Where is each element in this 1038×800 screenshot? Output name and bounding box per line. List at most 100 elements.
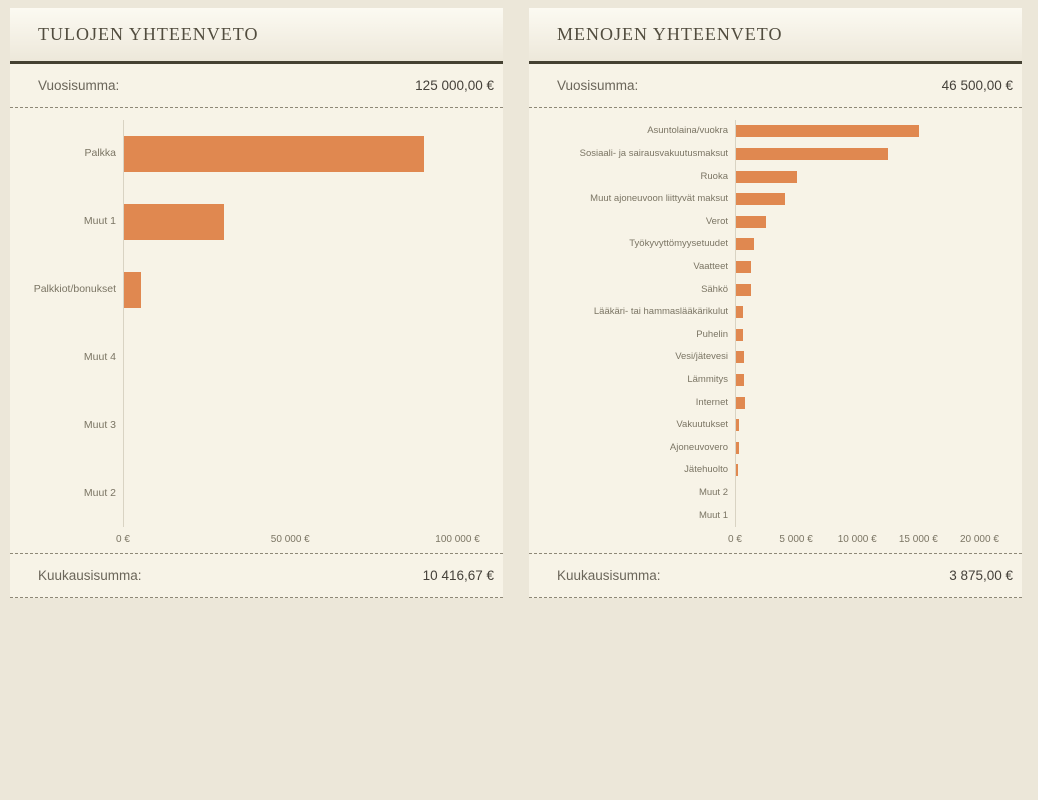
chart-row: Jätehuolto	[529, 459, 1022, 482]
bar-track	[735, 368, 1010, 392]
chart-row: Lämmitys	[529, 368, 1022, 392]
chart-row: Muut 4	[10, 323, 503, 392]
bar-track	[735, 165, 1010, 188]
chart-category-rows: Asuntolaina/vuokra Sosiaali- ja sairausva…	[529, 120, 1022, 527]
chart-row: Muut 1	[10, 187, 503, 256]
x-axis-tick-row: 0 € 50 000 € 100 000 €	[116, 527, 491, 553]
x-axis-tick-label: 15 000 €	[898, 534, 938, 545]
category-label: Lämmitys	[687, 374, 728, 386]
bar	[736, 283, 752, 296]
x-axis-tick-label: 50 000 €	[270, 534, 310, 545]
x-axis-tick-label: 0 €	[116, 534, 130, 545]
bar-track	[735, 255, 1010, 279]
bar-track	[123, 459, 491, 527]
chart-row: Työkyvyttömyysetuudet	[529, 233, 1022, 256]
chart-category-rows: Palkka Muut 1 Palkkiot/bonukset Muut 4 Muut …	[10, 120, 503, 527]
category-label: Sähkö	[701, 283, 728, 295]
income-monthly-value: 10 416,67 €	[422, 568, 494, 583]
expenses-panel-header: MENOJEN YHTEENVETO	[529, 8, 1022, 64]
expenses-panel-title: MENOJEN YHTEENVETO	[557, 24, 783, 44]
bar-track	[735, 436, 1010, 460]
bar-track	[735, 278, 1010, 301]
category-label: Muut 2	[83, 486, 116, 499]
x-axis-tick-label: 0 €	[728, 534, 742, 545]
category-label: Asuntolaina/vuokra	[647, 125, 728, 137]
bar	[736, 125, 919, 138]
chart-row: Muut 1	[529, 504, 1022, 527]
bar	[736, 328, 744, 341]
bar-track	[123, 323, 491, 392]
chart-row: Lääkäri- tai hammaslääkärikulut	[529, 300, 1022, 324]
bar	[124, 203, 225, 240]
bar	[736, 396, 746, 409]
category-label: Vesi/jätevesi	[675, 351, 728, 363]
chart-row: Vaatteet	[529, 255, 1022, 279]
category-label: Puhelin	[696, 328, 728, 340]
bar-track	[735, 142, 1010, 166]
category-label: Verot	[705, 215, 728, 227]
income-annual-row: Vuosisumma: 125 000,00 €	[10, 64, 503, 108]
chart-row: Palkka	[10, 120, 503, 188]
category-label: Internet	[695, 396, 728, 408]
category-label: Palkkiot/bonukset	[33, 283, 116, 296]
chart-row: Muut 3	[10, 391, 503, 460]
income-monthly-label: Kuukausisumma:	[38, 568, 142, 583]
bar-track	[123, 255, 491, 324]
bar	[736, 464, 738, 477]
expenses-bar-chart: Asuntolaina/vuokra Sosiaali- ja sairausva…	[529, 108, 1022, 554]
bar	[736, 306, 744, 319]
x-axis-tick-row: 0 € 5 000 € 10 000 € 15 000 € 20 000 €	[728, 527, 1010, 553]
expenses-monthly-value: 3 875,00 €	[949, 568, 1013, 583]
bar-track	[735, 413, 1010, 437]
category-label: Ajoneuvovero	[669, 441, 728, 453]
bar	[736, 193, 785, 206]
bar-track	[123, 120, 491, 188]
bar	[736, 351, 744, 364]
expenses-annual-row: Vuosisumma: 46 500,00 €	[529, 64, 1022, 108]
bar	[736, 170, 797, 183]
category-label: Muut ajoneuvoon liittyvät maksut	[590, 193, 728, 205]
bar	[736, 374, 744, 386]
expenses-monthly-label: Kuukausisumma:	[557, 568, 661, 583]
income-bar-chart: Palkka Muut 1 Palkkiot/bonukset Muut 4 Muut …	[10, 108, 503, 554]
bar-track	[735, 233, 1010, 256]
category-label: Vaatteet	[693, 260, 728, 272]
bar-track	[735, 504, 1010, 527]
bar	[124, 135, 425, 172]
bar-track	[735, 459, 1010, 482]
expenses-annual-label: Vuosisumma:	[557, 78, 639, 93]
x-axis-tick-label: 100 000 €	[435, 534, 480, 545]
category-label: Ruoka	[700, 170, 728, 182]
bar	[736, 147, 889, 160]
bar-track	[735, 481, 1010, 505]
category-label: Muut 1	[83, 215, 116, 228]
category-label: Muut 2	[698, 487, 728, 499]
income-summary-panel: TULOJEN YHTEENVETO Vuosisumma: 125 000,0…	[10, 8, 503, 598]
chart-row: Sähkö	[529, 278, 1022, 301]
bar-track	[735, 210, 1010, 234]
income-panel-title: TULOJEN YHTEENVETO	[38, 24, 259, 44]
chart-row: Palkkiot/bonukset	[10, 255, 503, 324]
bar-track	[735, 391, 1010, 414]
category-label: Jätehuolto	[684, 464, 728, 476]
x-axis-tick-label: 20 000 €	[959, 534, 999, 545]
bar-track	[123, 187, 491, 256]
bar-track	[735, 346, 1010, 369]
expenses-summary-panel: MENOJEN YHTEENVETO Vuosisumma: 46 500,00…	[529, 8, 1022, 598]
expenses-monthly-row: Kuukausisumma: 3 875,00 €	[529, 554, 1022, 598]
bar-track	[735, 300, 1010, 324]
income-panel-header: TULOJEN YHTEENVETO	[10, 8, 503, 64]
bar-track	[735, 187, 1010, 211]
expenses-annual-value: 46 500,00 €	[941, 78, 1013, 93]
income-monthly-row: Kuukausisumma: 10 416,67 €	[10, 554, 503, 598]
category-label: Muut 3	[83, 418, 116, 431]
x-axis-tick-label: 10 000 €	[837, 534, 877, 545]
bar	[736, 419, 740, 432]
chart-row: Vakuutukset	[529, 413, 1022, 437]
bar	[736, 238, 755, 251]
chart-row: Vesi/jätevesi	[529, 346, 1022, 369]
income-annual-value: 125 000,00 €	[415, 78, 494, 93]
chart-row: Muut 2	[10, 459, 503, 527]
category-label: Sosiaali- ja sairausvakuutusmaksut	[579, 147, 728, 159]
